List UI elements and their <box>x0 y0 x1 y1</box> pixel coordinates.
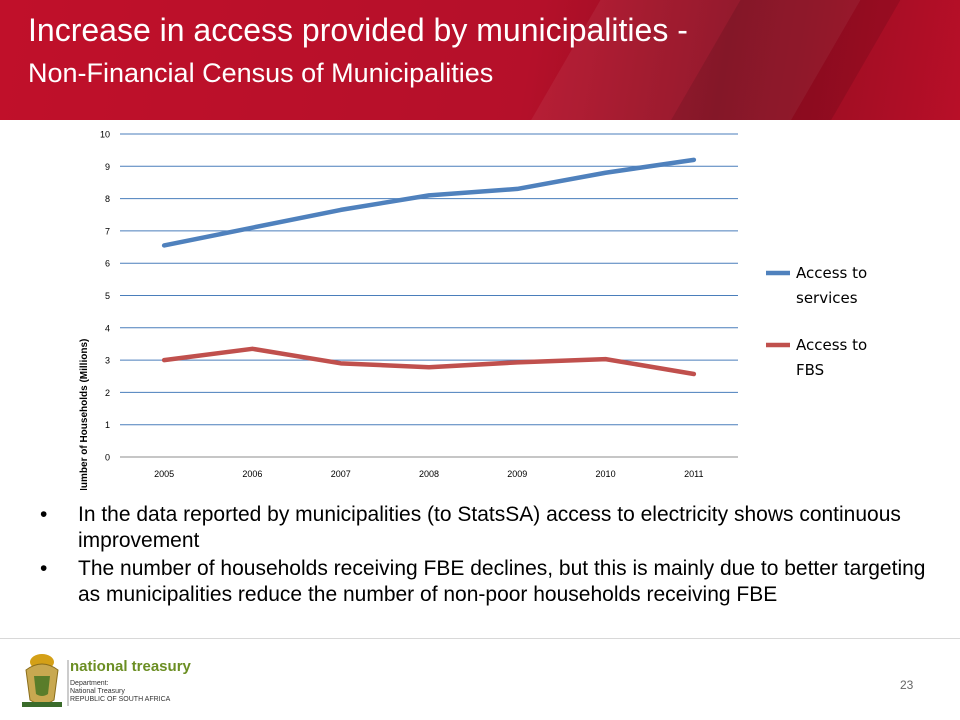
legend-label: Access to services <box>796 264 867 307</box>
y-tick-label: 3 <box>105 356 110 366</box>
page-number: 23 <box>900 678 914 692</box>
y-tick-label: 0 <box>105 453 110 463</box>
y-tick-labels: 0 1 2 3 4 5 6 7 8 9 10 <box>100 130 110 463</box>
x-tick-labels: 2005 2006 2007 2008 2009 2010 2011 <box>154 469 703 479</box>
y-axis-label: Number of Households (Millions) <box>79 339 90 490</box>
x-tick-label: 2010 <box>596 469 616 479</box>
y-tick-label: 6 <box>105 259 110 269</box>
y-tick-label: 10 <box>100 130 110 140</box>
slide-title: Increase in access provided by municipal… <box>28 12 688 48</box>
footer-divider <box>0 638 960 639</box>
y-tick-label: 9 <box>105 162 110 172</box>
bullet-item: • In the data reported by municipalities… <box>40 502 945 554</box>
y-tick-label: 7 <box>105 226 110 236</box>
y-tick-label: 5 <box>105 291 110 301</box>
y-tick-label: 4 <box>105 323 110 333</box>
bullet-dot: • <box>40 503 48 526</box>
line-chart: 0 1 2 3 4 5 6 7 8 9 10 2005 2006 2007 2008 2009 2010 201… <box>79 130 867 491</box>
chart-series <box>161 157 697 377</box>
slide-subtitle: Non-Financial Census of Municipalities <box>28 58 494 88</box>
y-tick-label: 2 <box>105 388 110 398</box>
x-tick-label: 2006 <box>242 469 262 479</box>
x-tick-label: 2005 <box>154 469 174 479</box>
series-line-access-to-fbs <box>161 346 697 377</box>
x-tick-label: 2008 <box>419 469 439 479</box>
x-tick-label: 2007 <box>331 469 351 479</box>
bullet-list: • In the data reported by municipalities… <box>40 502 945 610</box>
y-tick-label: 8 <box>105 194 110 204</box>
logo-subtext: Department: National Treasury REPUBLIC O… <box>70 680 171 703</box>
chart-legend: Access to services Access to FBS <box>766 264 867 379</box>
x-tick-label: 2009 <box>507 469 527 479</box>
series-line-access-to-services <box>161 157 697 248</box>
x-tick-label: 2011 <box>684 469 703 479</box>
bullet-item: • The number of households receiving FBE… <box>40 556 945 608</box>
legend-label: Access to FBS <box>796 336 867 379</box>
coat-of-arms-icon <box>22 654 69 707</box>
chart-gridlines <box>120 133 738 458</box>
bullet-text: The number of households receiving FBE d… <box>78 557 926 606</box>
slide-header: Increase in access provided by municipal… <box>0 0 960 120</box>
y-tick-label: 1 <box>105 420 110 430</box>
bullet-dot: • <box>40 557 48 580</box>
bullet-text: In the data reported by municipalities (… <box>78 503 901 552</box>
logo-wordmark: national treasury <box>70 658 191 675</box>
